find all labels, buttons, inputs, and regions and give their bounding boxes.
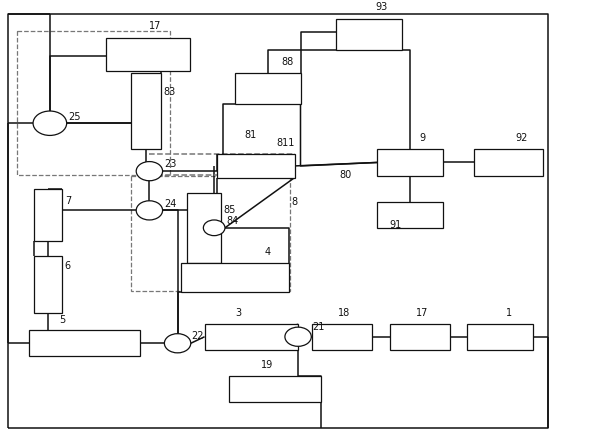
Text: 91: 91 [389,221,401,230]
Bar [313,324,373,350]
Text: 83: 83 [164,87,176,97]
Text: 81: 81 [244,130,257,140]
Text: 5: 5 [59,315,66,324]
Text: 92: 92 [515,133,528,143]
Bar [467,324,533,350]
Text: 18: 18 [338,308,350,317]
Text: 22: 22 [191,331,204,341]
Text: 24: 24 [164,198,176,209]
Bar [106,38,189,71]
Text: 1: 1 [505,308,511,317]
Text: 80: 80 [339,170,351,180]
Circle shape [165,334,191,353]
Bar [180,263,288,292]
Text: 25: 25 [68,112,81,122]
Text: 93: 93 [376,2,388,12]
Text: 811: 811 [276,137,295,148]
Bar [377,149,443,175]
Text: 23: 23 [164,160,176,169]
Bar [391,324,450,350]
Text: 6: 6 [65,260,71,271]
Circle shape [33,111,67,135]
Text: 84: 84 [226,216,239,226]
Circle shape [136,201,163,220]
Text: 21: 21 [313,321,325,332]
Bar [234,73,300,103]
Bar [474,149,543,175]
Text: 17: 17 [416,308,428,317]
Bar [204,324,297,350]
Bar [34,189,63,241]
Text: 9: 9 [419,133,426,143]
Circle shape [136,162,163,181]
Text: 8: 8 [291,197,297,207]
Bar [337,19,403,50]
Bar [377,202,443,228]
Bar [228,376,322,402]
Bar [216,154,294,178]
Text: 17: 17 [149,21,161,31]
Bar [29,330,141,356]
Text: 85: 85 [224,205,236,215]
Circle shape [285,327,311,347]
Bar [132,175,290,291]
Bar [186,193,221,263]
Text: 7: 7 [65,196,71,206]
Text: 19: 19 [261,360,273,370]
Bar [17,31,171,175]
Text: 4: 4 [264,247,270,256]
Bar [132,73,162,149]
Bar [34,256,63,313]
Text: 88: 88 [281,57,293,67]
Text: 3: 3 [236,308,242,317]
Circle shape [203,220,225,236]
